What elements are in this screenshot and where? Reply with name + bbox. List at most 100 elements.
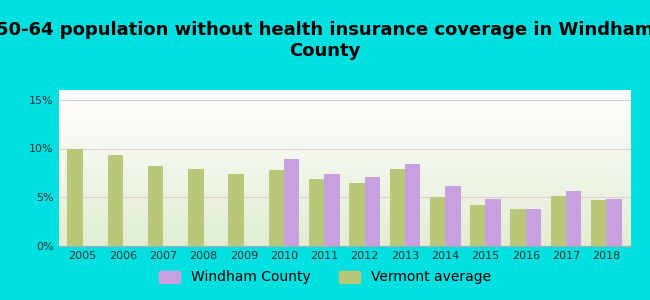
Bar [445, 185, 460, 246]
Legend: Windham County, Vermont average: Windham County, Vermont average [153, 265, 497, 290]
Bar [58, 212, 630, 213]
Bar [58, 96, 630, 98]
Bar [58, 194, 630, 196]
Bar [58, 193, 630, 194]
Bar [510, 209, 526, 246]
Bar [389, 169, 405, 246]
Bar [58, 220, 630, 221]
Bar [58, 232, 630, 233]
Bar [58, 104, 630, 106]
Bar [58, 174, 630, 176]
Bar [229, 174, 244, 246]
Bar [58, 201, 630, 202]
Bar [58, 95, 630, 96]
Bar [58, 109, 630, 110]
Bar [58, 206, 630, 207]
Bar [58, 241, 630, 243]
Bar [58, 163, 630, 165]
Bar [58, 151, 630, 152]
Bar [148, 166, 163, 246]
Bar [58, 204, 630, 206]
Bar [58, 240, 630, 241]
Bar [58, 168, 630, 170]
Bar [58, 103, 630, 104]
Bar [58, 132, 630, 134]
Bar [58, 99, 630, 101]
Bar [68, 149, 83, 246]
Bar [58, 134, 630, 135]
Bar [58, 154, 630, 155]
Bar [58, 198, 630, 199]
Bar [58, 123, 630, 124]
Bar [108, 155, 123, 246]
Bar [58, 143, 630, 145]
Bar [58, 90, 630, 92]
Bar [405, 164, 421, 246]
Bar [58, 229, 630, 230]
Bar [58, 138, 630, 140]
Bar [551, 196, 566, 246]
Bar [58, 179, 630, 181]
Bar [188, 169, 203, 246]
Bar [58, 171, 630, 173]
Bar [58, 227, 630, 229]
Bar [58, 169, 630, 171]
Bar [58, 244, 630, 246]
Bar [58, 110, 630, 112]
Bar [58, 208, 630, 210]
Bar [58, 185, 630, 187]
Bar [284, 159, 300, 246]
Bar [58, 196, 630, 198]
Bar [58, 145, 630, 146]
Bar [58, 155, 630, 157]
Bar [58, 130, 630, 132]
Bar [58, 190, 630, 191]
Bar [58, 140, 630, 142]
Bar [58, 115, 630, 116]
Bar [591, 200, 606, 246]
Bar [58, 98, 630, 99]
Bar [58, 184, 630, 185]
Bar [58, 238, 630, 240]
Bar [58, 177, 630, 179]
Bar [566, 191, 581, 246]
Bar [58, 148, 630, 149]
Text: 50-64 population without health insurance coverage in Windham
County: 50-64 population without health insuranc… [0, 21, 650, 60]
Bar [309, 179, 324, 246]
Bar [349, 183, 365, 246]
Bar [58, 216, 630, 218]
Bar [58, 160, 630, 162]
Bar [430, 197, 445, 246]
Bar [58, 207, 630, 208]
Bar [58, 235, 630, 237]
Bar [58, 93, 630, 95]
Bar [58, 237, 630, 238]
Bar [58, 199, 630, 201]
Bar [58, 124, 630, 126]
Bar [58, 165, 630, 166]
Bar [58, 101, 630, 103]
Bar [324, 174, 340, 246]
Bar [58, 126, 630, 128]
Bar [58, 213, 630, 215]
Bar [58, 215, 630, 216]
Bar [58, 128, 630, 129]
Bar [58, 191, 630, 193]
Bar [606, 199, 621, 246]
Bar [58, 202, 630, 204]
Bar [58, 159, 630, 160]
Bar [58, 113, 630, 115]
Bar [58, 224, 630, 226]
Bar [58, 135, 630, 137]
Bar [58, 142, 630, 143]
Bar [58, 121, 630, 123]
Bar [58, 116, 630, 118]
Bar [58, 129, 630, 130]
Bar [58, 120, 630, 121]
Bar [58, 188, 630, 190]
Bar [58, 233, 630, 235]
Bar [58, 173, 630, 174]
Bar [526, 209, 541, 246]
Bar [58, 181, 630, 182]
Bar [58, 137, 630, 138]
